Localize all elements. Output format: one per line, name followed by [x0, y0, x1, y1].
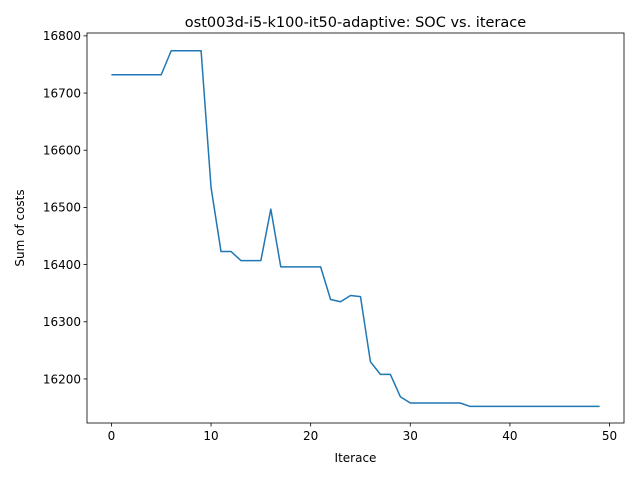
y-tick-label: 16300	[43, 315, 81, 329]
x-tick-label: 20	[303, 429, 318, 443]
axis-ticks: 0 10 20 30 40 50 16200 16300 16400 16500 16600 1670…	[43, 29, 617, 443]
x-axis-label: Iterace	[335, 451, 377, 465]
axes-frame	[86, 32, 625, 424]
y-tick-label: 16200	[43, 372, 81, 386]
x-tick-label: 40	[502, 429, 517, 443]
y-axis-label: Sum of costs	[13, 189, 27, 266]
x-tick-label: 10	[203, 429, 218, 443]
y-tick-label: 16700	[43, 86, 81, 100]
plot-area	[111, 49, 600, 408]
x-tick-label: 0	[108, 429, 116, 443]
y-tick-label: 16600	[43, 144, 81, 158]
y-tick-label: 16500	[43, 201, 81, 215]
y-tick-label: 16800	[43, 29, 81, 43]
x-tick-label: 50	[602, 429, 617, 443]
x-tick-label: 30	[403, 429, 418, 443]
chart-title: ost003d-i5-k100-it50-adaptive: SOC vs. i…	[185, 15, 526, 31]
y-tick-label: 16400	[43, 258, 81, 272]
series-line-0	[111, 49, 600, 408]
